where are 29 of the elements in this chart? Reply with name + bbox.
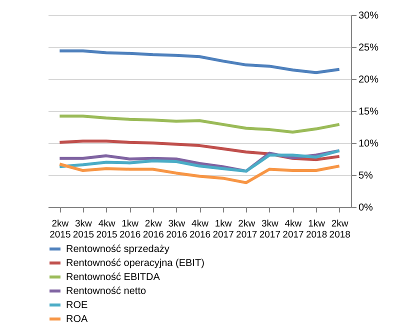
y-tick-label: 0% (358, 202, 374, 214)
x-tick-label: 4kw 2015 (96, 218, 118, 240)
legend-label: ROA (66, 314, 88, 325)
legend-label: Rentowność netto (66, 286, 146, 297)
x-tick-label: 2kw 2016 (142, 218, 164, 240)
x-tick-label: 2kw 2017 (236, 218, 258, 240)
x-tick-label: 3kw 2016 (166, 218, 188, 240)
x-tick-label: 1kw 2017 (212, 218, 234, 240)
legend-label: Rentowność operacyjna (EBIT) (66, 258, 204, 269)
line-series (58, 49, 341, 74)
x-tick-label: 1kw 2018 (306, 218, 328, 240)
legend-label: Rentowność EBITDA (66, 272, 160, 283)
x-tick-label: 2kw 2015 (50, 218, 71, 240)
y-tick-label: 15% (358, 106, 379, 118)
y-tick-label: 25% (358, 42, 379, 54)
y-tick-label: 10% (358, 138, 379, 150)
x-tick-label: 4kw 2017 (282, 218, 304, 240)
y-tick-label: 20% (358, 74, 379, 86)
x-tick-label: 4kw 2016 (189, 218, 211, 240)
line-series (58, 162, 341, 184)
legend-label: ROE (66, 300, 88, 311)
y-tick-label: 30% (358, 10, 379, 22)
x-tick-label: 3kw 2017 (259, 218, 280, 240)
x-tick-label: 1kw 2016 (120, 218, 141, 240)
x-tick-label: 3kw 2015 (72, 218, 94, 240)
y-tick-label: 5% (358, 170, 374, 182)
x-tick-label: 2kw 2018 (329, 218, 350, 240)
legend-label: Rentowność sprzedaży (66, 244, 170, 255)
line-series (58, 114, 341, 134)
